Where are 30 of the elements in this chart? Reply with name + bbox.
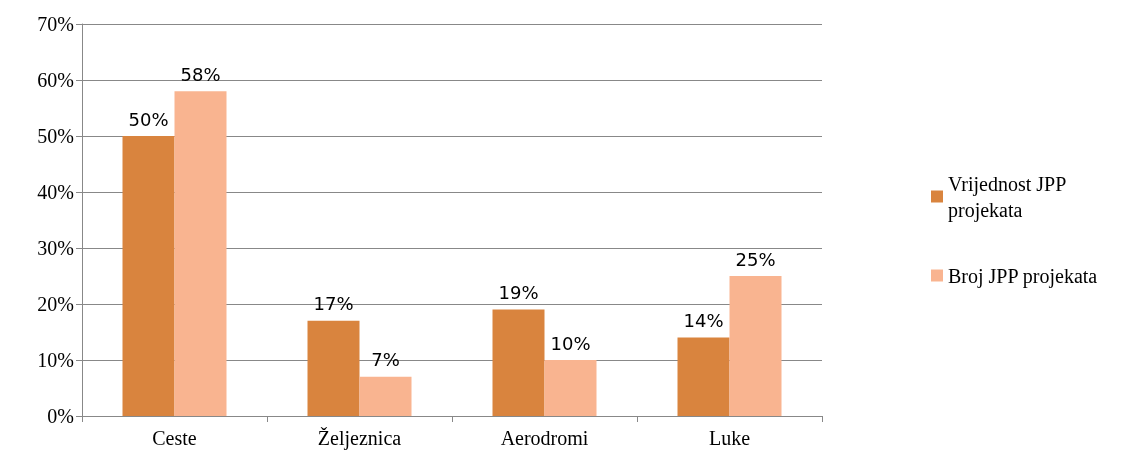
y-tick-label: 20%: [37, 293, 74, 315]
x-tick-label: Aerodromi: [500, 427, 589, 449]
data-label: 50%: [128, 108, 169, 130]
data-label: 58%: [180, 63, 221, 85]
data-label: 19%: [498, 282, 539, 304]
y-tick-label: 60%: [37, 69, 74, 91]
bar: [122, 136, 175, 416]
y-tick-label: 10%: [37, 349, 74, 371]
y-tick-label: 30%: [37, 237, 74, 259]
data-label: 14%: [683, 310, 724, 332]
bar: [174, 91, 227, 416]
x-tick-label: Ceste: [152, 427, 197, 449]
y-tick-label: 0%: [47, 405, 74, 427]
bar: [544, 360, 597, 416]
bar: [677, 337, 730, 416]
y-tick-label: 70%: [37, 13, 74, 35]
data-label: 7%: [371, 349, 400, 371]
legend-label: Vrijednost JPP projekata: [948, 172, 1071, 222]
legend-label: Broj JPP projekata: [948, 264, 1098, 288]
x-tick-label: Željeznica: [317, 427, 402, 450]
y-tick-label: 40%: [37, 181, 74, 203]
bar: [492, 309, 545, 416]
data-label: 10%: [550, 332, 591, 354]
y-tick-label: 50%: [37, 125, 74, 147]
bar: [307, 320, 360, 416]
bar: [359, 376, 412, 416]
x-tick-label: Luke: [708, 427, 751, 449]
data-label: 25%: [735, 248, 776, 270]
data-label: 17%: [313, 293, 354, 315]
bar: [729, 276, 782, 416]
